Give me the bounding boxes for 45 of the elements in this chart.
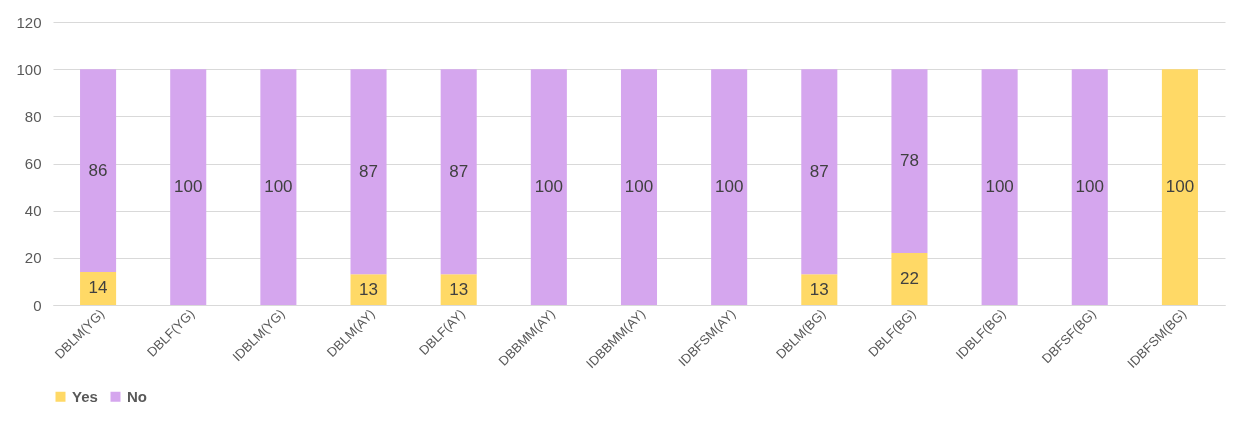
data-label: 13 [449,279,469,299]
y-tick-label: 20 [24,249,42,267]
bar [350,69,387,275]
bar [801,69,838,275]
bar [260,69,297,305]
data-label: 87 [809,161,829,181]
data-label: 100 [714,177,744,197]
data-label: 100 [1165,177,1195,197]
y-tick-label: 120 [16,13,42,31]
y-tick-label: 100 [16,60,42,78]
bar [711,69,748,305]
legend-label: Yes [72,387,98,405]
data-label: 100 [1075,177,1104,197]
bar [891,253,928,305]
bar [620,69,658,305]
bar [891,69,928,254]
data-label: 14 [88,278,108,298]
bar [440,274,477,305]
y-tick-label: 80 [24,107,42,125]
data-label: 100 [534,177,564,197]
data-label: 100 [264,177,293,197]
legend-label: No [127,387,147,405]
bar [530,69,567,305]
data-label: 22 [900,269,919,289]
data-label: 100 [174,177,203,197]
data-label: 87 [359,161,378,181]
data-label: 78 [900,151,919,171]
bar [80,69,117,272]
y-tick-label: 60 [24,155,42,172]
data-label: 86 [88,160,108,180]
y-tick-label: 0 [33,296,42,314]
bar [1071,69,1108,305]
data-label: 100 [624,177,654,197]
data-label: 13 [809,279,829,299]
data-label: 13 [359,279,378,299]
bar [801,274,838,305]
bar [80,271,117,305]
data-label: 87 [449,161,469,181]
bar [981,69,1018,305]
bar [170,69,207,305]
bar [440,69,477,275]
data-label: 100 [985,177,1014,197]
bar [350,274,387,305]
bar [1161,69,1198,305]
y-tick-label: 40 [24,202,42,220]
